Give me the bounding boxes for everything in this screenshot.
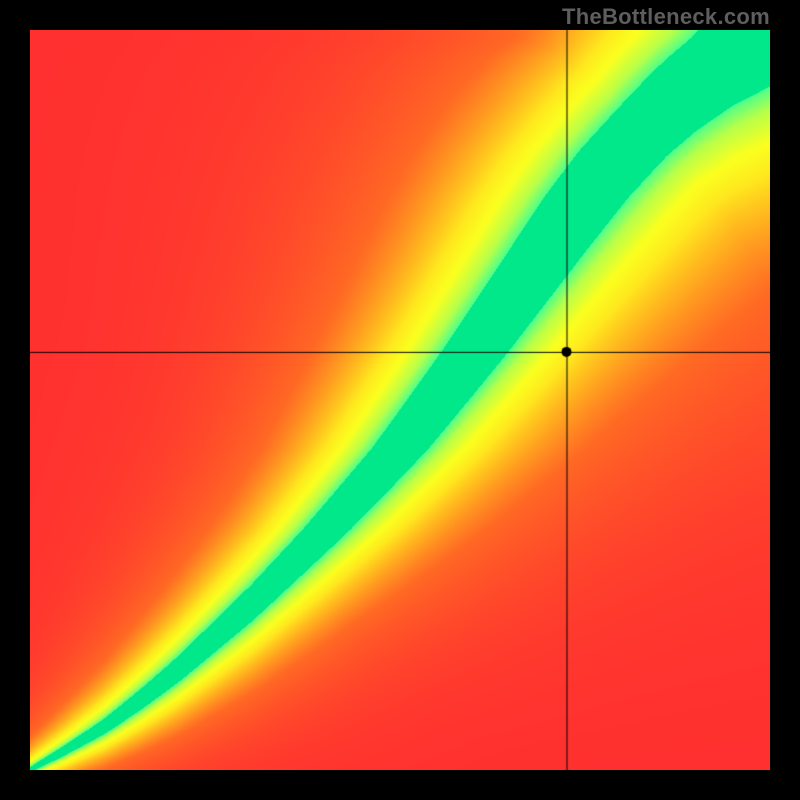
chart-container: TheBottleneck.com [0,0,800,800]
heatmap-canvas [30,30,770,770]
watermark-text: TheBottleneck.com [562,4,770,30]
heatmap-plot [30,30,770,770]
